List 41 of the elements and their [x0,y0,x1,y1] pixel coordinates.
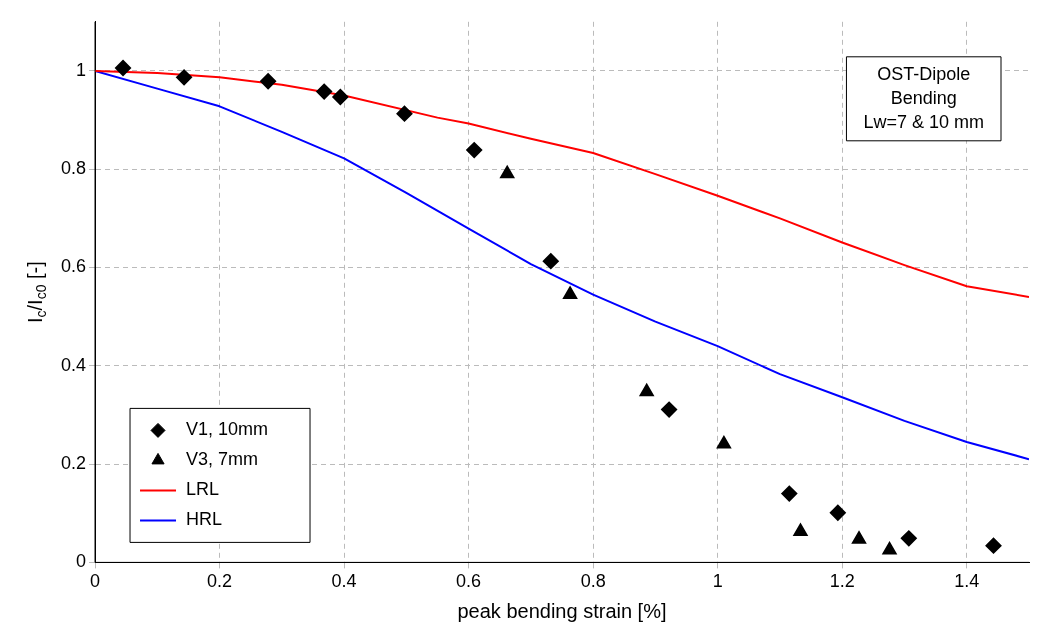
x-tick-label: 1.2 [829,571,855,592]
y-tick-label: 0.6 [60,256,87,277]
point [176,69,193,86]
y-tick-label: 1 [76,59,87,80]
y-tick-label: 0.2 [60,453,87,474]
point [851,531,867,544]
y-tick-label: 0 [76,551,87,572]
point [985,537,1002,554]
legend-label: LRL [186,479,220,500]
legend-label: V3, 7mm [186,449,259,470]
point [466,142,483,159]
point [639,383,654,397]
point [260,73,277,90]
point [882,542,897,555]
x-tick-label: 1.4 [954,571,980,592]
point [563,286,578,300]
point [829,504,846,521]
y-axis-title: Ic/Ic0 [-] [23,261,49,323]
point [115,60,132,76]
x-tick-label: 1 [712,571,723,592]
y-tick-label: 0.4 [60,354,87,375]
x-axis-title: peak bending strain [%] [457,599,667,622]
point [500,165,515,179]
legend-label: HRL [186,509,223,530]
point [781,485,798,502]
annotation: OST-Dipole Bending Lw=7 & 10 mm [863,63,985,132]
point [900,530,917,547]
point [716,435,731,449]
point [316,83,333,100]
y-tick-label: 0.8 [60,158,87,179]
x-tick-label: 0.8 [580,571,606,592]
point [542,253,559,270]
point [332,88,349,105]
point [793,523,808,536]
legend-label: V1, 10mm [186,419,269,440]
x-tick-label: 0.4 [331,571,357,592]
x-tick-label: 0 [90,571,101,592]
point [661,401,678,418]
x-tick-label: 0.2 [207,571,233,592]
x-tick-label: 0.6 [456,571,482,592]
point [396,105,413,122]
